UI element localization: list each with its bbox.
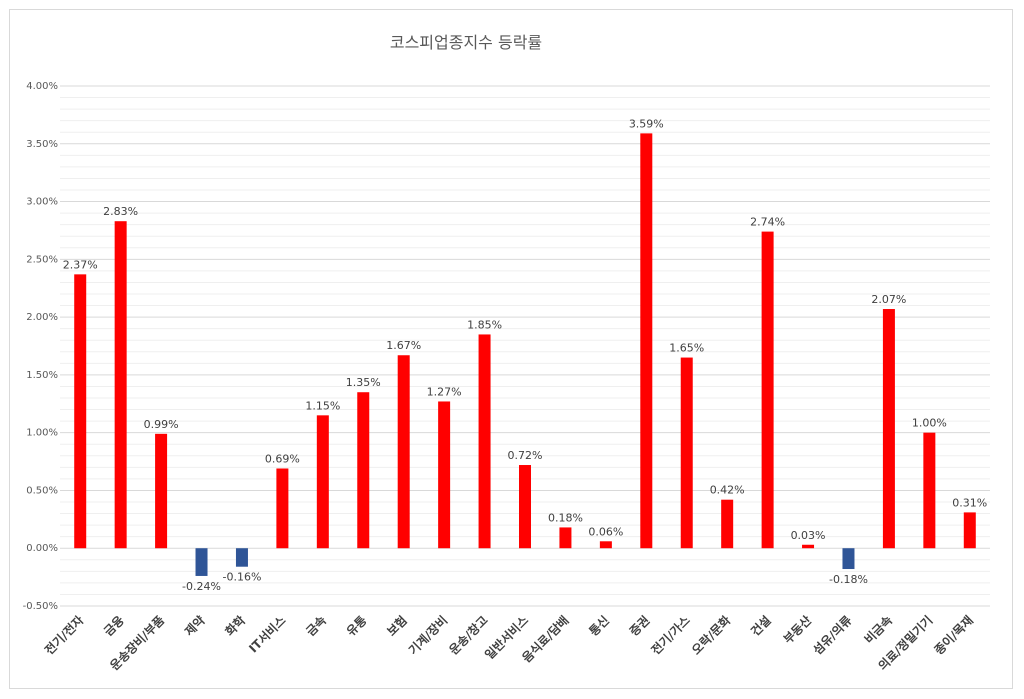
bar xyxy=(640,133,653,549)
x-axis-label: 종이/목재 xyxy=(931,613,976,658)
data-label: 0.99% xyxy=(144,418,179,431)
data-label: 1.27% xyxy=(427,385,462,398)
data-label: 2.07% xyxy=(871,293,906,306)
data-label: 0.42% xyxy=(710,484,745,497)
data-label: 1.15% xyxy=(305,399,340,412)
y-tick-label: 1.00% xyxy=(26,428,58,439)
bar xyxy=(519,465,531,549)
x-axis-label: IT서비스 xyxy=(246,613,289,656)
bar xyxy=(842,548,855,570)
bar xyxy=(397,355,410,549)
bar xyxy=(74,274,87,549)
bar xyxy=(599,541,612,549)
x-axis-label: 금융 xyxy=(101,613,127,639)
bar xyxy=(923,432,936,549)
data-label: 2.83% xyxy=(103,205,138,218)
y-tick-label: 3.50% xyxy=(26,139,58,150)
x-axis-label: 섬유/의류 xyxy=(810,613,855,658)
bars xyxy=(74,133,976,576)
data-label: 0.72% xyxy=(508,449,543,462)
y-axis-ticks: -0.50% 0.00% 0.50% 1.00% 1.50% 2.00% 2.50% 3.00… xyxy=(23,81,58,612)
bar xyxy=(680,357,693,549)
bar xyxy=(155,433,168,549)
x-axis-label: 건설 xyxy=(748,613,774,639)
data-label: 0.18% xyxy=(548,511,583,524)
x-axis-label: 부동산 xyxy=(780,613,814,647)
bar xyxy=(195,548,208,576)
bar xyxy=(357,392,370,549)
bar xyxy=(882,309,895,549)
x-axis-label: 기계/장비 xyxy=(405,613,450,658)
x-axis-label: 제약 xyxy=(181,613,207,639)
data-label: 2.74% xyxy=(750,216,785,229)
data-label: 3.59% xyxy=(629,117,664,130)
data-label: 0.06% xyxy=(588,525,623,538)
bar-chart: 코스피업종지수 등락률 -0.50% 0.00% 0.50% 1.00% 1.50% 2.… xyxy=(23,33,990,674)
x-axis-label: 화학 xyxy=(222,613,248,639)
data-label: 2.37% xyxy=(63,258,98,271)
x-axis-label: 오락/문화 xyxy=(688,613,733,658)
y-tick-label: 3.00% xyxy=(26,197,58,208)
x-axis-label: 전기/가스 xyxy=(648,613,693,658)
data-labels: 2.37% 2.83% 0.99% -0.24%-0.16% 0.69% 1.15% 1.3… xyxy=(63,117,988,593)
y-tick-label: 0.50% xyxy=(26,485,58,496)
x-axis-label: 보험 xyxy=(384,613,410,639)
x-axis-label: 통신 xyxy=(586,613,612,639)
chart-title: 코스피업종지수 등락률 xyxy=(390,33,542,52)
data-label: 0.69% xyxy=(265,452,300,465)
chart-frame: 코스피업종지수 등락률 -0.50% 0.00% 0.50% 1.00% 1.50% 2.… xyxy=(9,9,1013,689)
bar xyxy=(559,527,572,549)
x-axis-label: 금속 xyxy=(303,613,329,639)
bar xyxy=(235,548,248,567)
data-label: 1.85% xyxy=(467,318,502,331)
bar xyxy=(114,221,127,549)
y-tick-label: 4.00% xyxy=(26,81,58,92)
x-axis-label: 전기/전자 xyxy=(41,613,86,658)
y-tick-label: 2.50% xyxy=(26,254,58,265)
x-axis-label: 유통 xyxy=(343,613,369,639)
bar xyxy=(316,415,329,549)
data-label: 1.65% xyxy=(669,342,704,355)
bar xyxy=(721,499,734,549)
data-label: -0.18% xyxy=(829,573,868,586)
y-tick-label: -0.50% xyxy=(23,601,58,612)
bar xyxy=(963,512,976,549)
data-label: 1.00% xyxy=(912,417,947,430)
x-axis-label: 증권 xyxy=(627,613,653,639)
data-label: 0.03% xyxy=(791,529,826,542)
y-tick-label: 0.00% xyxy=(26,543,58,554)
data-label: 0.31% xyxy=(952,496,987,509)
x-axis-label: 비금속 xyxy=(861,613,895,647)
bar xyxy=(761,231,774,549)
data-label: -0.24% xyxy=(182,580,221,593)
data-label: 1.35% xyxy=(346,376,381,389)
y-tick-label: 1.50% xyxy=(26,370,58,381)
bar xyxy=(478,334,491,549)
data-label: -0.16% xyxy=(222,571,261,584)
y-tick-label: 2.00% xyxy=(26,312,58,323)
bar xyxy=(438,401,451,549)
bar xyxy=(276,468,289,549)
data-label: 1.67% xyxy=(386,339,421,352)
bar xyxy=(802,544,815,549)
